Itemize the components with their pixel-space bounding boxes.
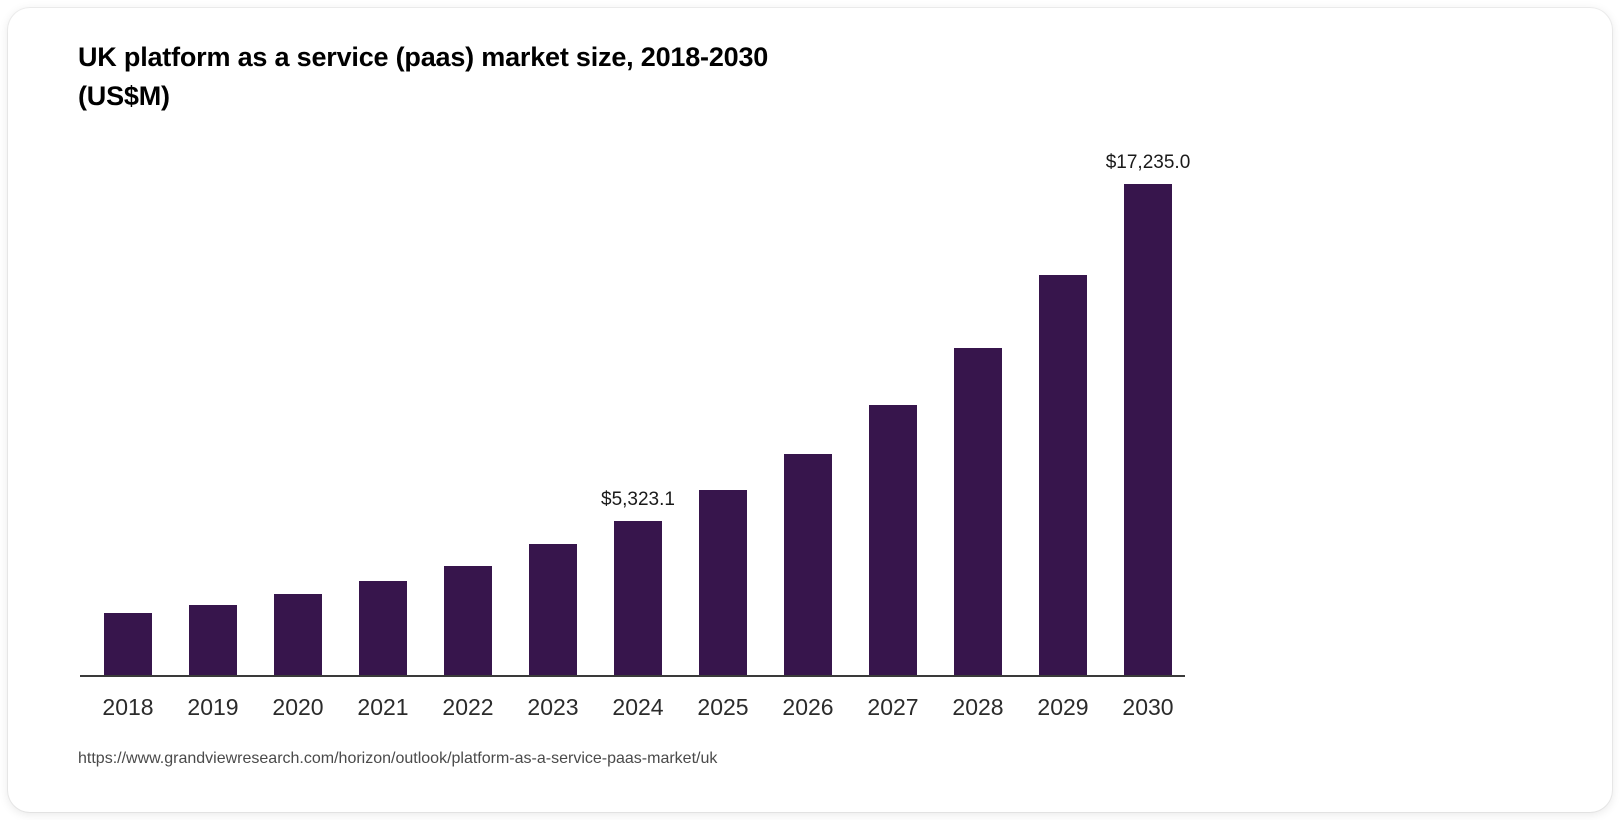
x-tick-2028: 2028 [952,694,1004,720]
x-tick-2027: 2027 [867,694,919,720]
x-tick-2029: 2029 [1037,694,1089,720]
page-title: UK platform as a service (paas) market s… [78,42,769,112]
x-tick-2025: 2025 [697,694,749,720]
bar-2030 [1124,184,1172,675]
bar-2019 [189,605,237,675]
x-tick-2019: 2019 [187,694,239,720]
bar-2024 [614,521,662,675]
x-axis-line [80,675,1185,677]
bar-2025 [699,490,747,675]
x-tick-2022: 2022 [442,694,494,720]
bar-2026 [784,454,832,675]
bar-2022 [444,566,492,675]
bar-2021 [359,581,407,675]
bar-2023 [529,544,577,675]
bar-2027 [869,405,917,675]
x-tick-2024: 2024 [612,694,664,720]
data-label-2030: $17,235.0 [1105,152,1191,173]
bar-2028 [954,348,1002,675]
x-tick-2023: 2023 [527,694,579,720]
bar-2029 [1039,275,1087,675]
data-label-2024: $5,323.1 [601,489,675,510]
bar-chart-plot-area: $5,323.1 $17,235.0 2018 2019 2020 2021 2022 20… [8,8,1612,812]
bar-2018 [104,613,152,675]
x-tick-2020: 2020 [272,694,324,720]
x-tick-2018: 2018 [102,694,154,720]
x-tick-2021: 2021 [357,694,409,720]
x-tick-2030: 2030 [1122,694,1174,720]
chart-card: UK platform as a service (paas) market s… [8,8,1612,812]
bar-2020 [274,594,322,675]
x-tick-2026: 2026 [782,694,834,720]
source-url[interactable]: https://www.grandviewresearch.com/horizo… [78,750,718,767]
